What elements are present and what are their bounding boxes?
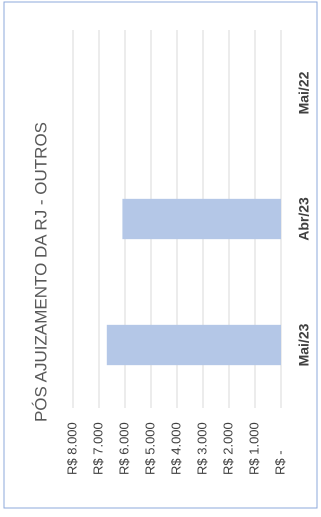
x-tick-label: Mai/22 xyxy=(296,71,312,114)
y-tick-label: R$ 6.000 xyxy=(116,422,131,475)
y-tick-label: R$ 4.000 xyxy=(168,422,183,475)
y-tick-label: R$ 3.000 xyxy=(194,422,209,475)
y-tick-label: R$ 7.000 xyxy=(90,422,105,475)
y-tick-label: R$ - xyxy=(272,450,287,475)
chart-title: PÓS AJUIZAMENTO DA RJ - OUTROS xyxy=(31,122,50,422)
bar xyxy=(106,324,281,366)
x-tick-label: Abr/23 xyxy=(296,197,312,241)
y-tick-label: R$ 2.000 xyxy=(220,422,235,475)
frame xyxy=(3,1,318,509)
x-tick-label: Mai/23 xyxy=(296,323,312,366)
y-tick-label: R$ 8.000 xyxy=(64,422,79,475)
y-tick-label: R$ 1.000 xyxy=(246,422,261,475)
y-tick-label: R$ 5.000 xyxy=(142,422,157,475)
bar xyxy=(122,198,282,240)
